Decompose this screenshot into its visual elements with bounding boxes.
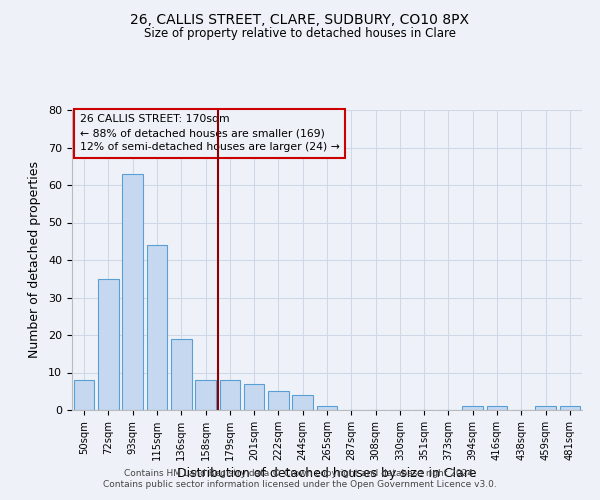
Bar <box>74 380 94 410</box>
Bar <box>98 279 119 410</box>
Bar <box>122 174 143 410</box>
Bar <box>195 380 216 410</box>
Bar <box>560 406 580 410</box>
Text: Contains public sector information licensed under the Open Government Licence v3: Contains public sector information licen… <box>103 480 497 489</box>
Bar <box>171 339 191 410</box>
Text: 26, CALLIS STREET, CLARE, SUDBURY, CO10 8PX: 26, CALLIS STREET, CLARE, SUDBURY, CO10 … <box>131 12 470 26</box>
Bar <box>244 384 265 410</box>
Bar <box>487 406 508 410</box>
Bar <box>292 395 313 410</box>
Text: Size of property relative to detached houses in Clare: Size of property relative to detached ho… <box>144 28 456 40</box>
Text: 26 CALLIS STREET: 170sqm
← 88% of detached houses are smaller (169)
12% of semi-: 26 CALLIS STREET: 170sqm ← 88% of detach… <box>80 114 340 152</box>
Y-axis label: Number of detached properties: Number of detached properties <box>28 162 41 358</box>
Bar <box>317 406 337 410</box>
Bar <box>268 391 289 410</box>
Bar <box>220 380 240 410</box>
Bar <box>535 406 556 410</box>
Bar <box>146 245 167 410</box>
X-axis label: Distribution of detached houses by size in Clare: Distribution of detached houses by size … <box>177 467 477 480</box>
Text: Contains HM Land Registry data © Crown copyright and database right 2024.: Contains HM Land Registry data © Crown c… <box>124 468 476 477</box>
Bar <box>463 406 483 410</box>
